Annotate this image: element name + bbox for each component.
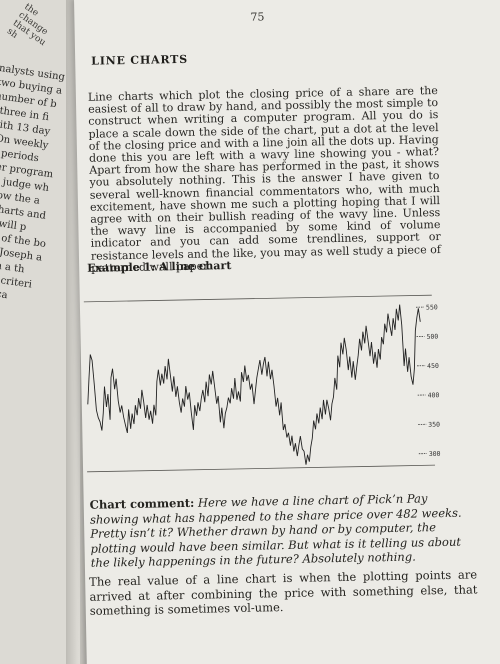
book-page: 75 LINE CHARTS Line charts which plot th… — [74, 0, 500, 664]
section-heading: LINE CHARTS — [91, 52, 189, 68]
facing-page-top-fragment: the change that you sh — [5, 2, 50, 49]
line-chart: 550 500 450 400 350 300 — [83, 294, 441, 473]
y-tick-label: 300 — [429, 450, 441, 458]
example-title: Example 1: A line chart — [87, 259, 232, 275]
chart-bottom-border — [87, 464, 436, 473]
y-tick-label: 550 — [426, 303, 438, 311]
facing-page: the change that you sh nalysts using two… — [0, 0, 78, 664]
y-tick-label: 400 — [428, 391, 440, 399]
chart-comment-label: Chart comment: — [89, 495, 195, 512]
closing-paragraph: The real value of a line chart is when t… — [89, 567, 478, 618]
chart-comment: Chart comment: Here we have a line chart… — [90, 490, 473, 570]
chart-top-border — [83, 294, 432, 303]
y-tick-label: 450 — [427, 362, 439, 370]
price-series-line — [87, 304, 421, 465]
body-paragraph: Line charts which plot the closing price… — [87, 84, 442, 275]
y-axis-ticks: 550 500 450 400 350 300 — [415, 303, 441, 458]
y-tick-label: 350 — [428, 421, 440, 429]
page-number: 75 — [250, 10, 265, 24]
y-tick-label: 500 — [426, 333, 438, 341]
